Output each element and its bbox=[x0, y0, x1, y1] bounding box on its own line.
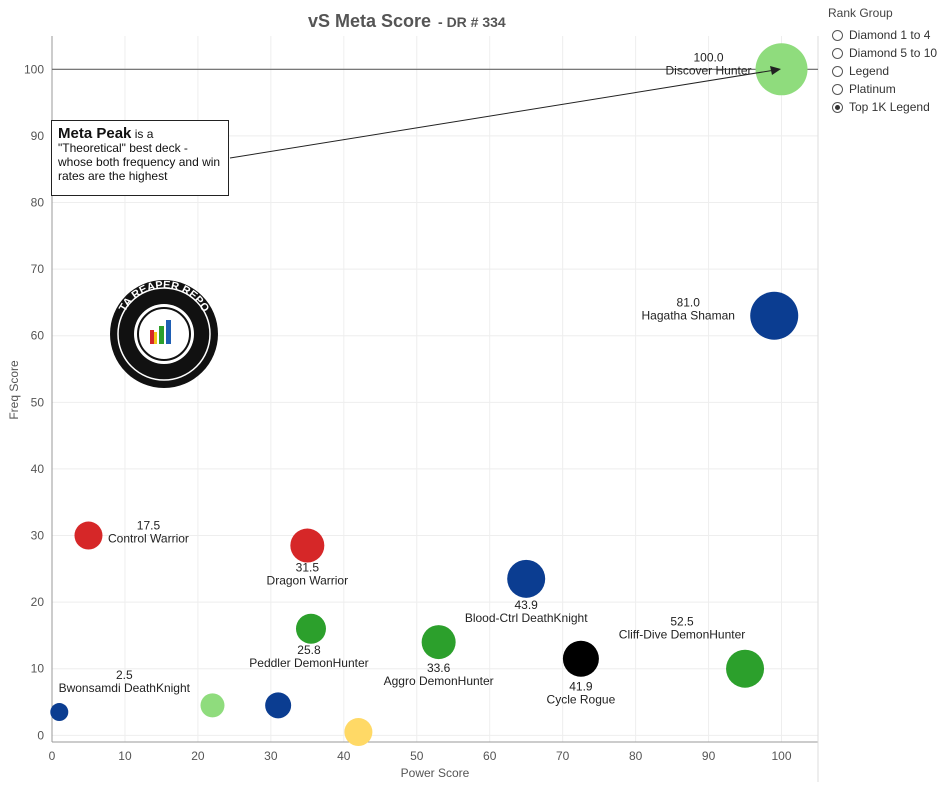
point-name-label: Control Warrior bbox=[108, 532, 189, 546]
point-value-label: 31.5 bbox=[296, 561, 320, 575]
point-name-label: Hagatha Shaman bbox=[642, 309, 735, 323]
legend-option-label: Legend bbox=[849, 64, 890, 78]
radio-button[interactable] bbox=[832, 29, 843, 41]
y-axis-label: Freq Score bbox=[7, 360, 21, 420]
y-tick-label: 80 bbox=[31, 196, 45, 210]
data-reaper-logo: DATA REAPER REPORT bbox=[110, 279, 218, 388]
meta-peak-annotation: Meta Peak is a "Theoretical" best deck -… bbox=[51, 120, 229, 196]
annotation-text: is a "Theoretical" best deck - whose bot… bbox=[58, 127, 221, 183]
x-tick-label: 30 bbox=[264, 749, 278, 763]
legend-option-label: Platinum bbox=[849, 82, 896, 96]
data-point bbox=[755, 43, 808, 96]
chart-title: vS Meta Score bbox=[308, 11, 431, 31]
rank-group-legend: Rank Group Diamond 1 to 4 Diamond 5 to 10… bbox=[828, 6, 937, 116]
data-point bbox=[562, 640, 599, 677]
data-point bbox=[726, 649, 765, 688]
radio-button[interactable] bbox=[832, 83, 843, 95]
radio-button[interactable] bbox=[832, 65, 843, 77]
x-tick-label: 20 bbox=[191, 749, 205, 763]
x-axis-label: Power Score bbox=[401, 766, 470, 780]
y-tick-label: 0 bbox=[37, 728, 44, 742]
annotation-bold: Meta Peak bbox=[58, 125, 132, 142]
point-name-label: Peddler DemonHunter bbox=[249, 656, 368, 670]
data-point bbox=[750, 291, 799, 340]
data-points bbox=[50, 43, 808, 747]
x-tick-label: 40 bbox=[337, 749, 351, 763]
legend-option-label: Diamond 1 to 4 bbox=[849, 28, 931, 42]
legend-option-0[interactable]: Diamond 1 to 4 bbox=[828, 26, 937, 44]
y-tick-label: 20 bbox=[31, 595, 45, 609]
axes: 0 10 20 30 40 50 60 70 80 90 100 0 10 20 30 40 50 60 70 80 9… bbox=[24, 36, 819, 782]
y-tick-label: 60 bbox=[31, 329, 45, 343]
y-tick-label: 70 bbox=[31, 262, 45, 276]
y-tick-label: 90 bbox=[31, 129, 45, 143]
x-tick-label: 80 bbox=[629, 749, 643, 763]
y-tick-label: 30 bbox=[31, 529, 45, 543]
x-tick-label: 70 bbox=[556, 749, 570, 763]
x-tick-label: 60 bbox=[483, 749, 497, 763]
x-tick-label: 10 bbox=[118, 749, 132, 763]
legend-title: Rank Group bbox=[828, 6, 893, 20]
y-tick-label: 100 bbox=[24, 62, 44, 76]
point-value-label: 17.5 bbox=[137, 519, 161, 533]
data-point bbox=[344, 718, 373, 747]
data-point bbox=[50, 703, 69, 722]
point-value-label: 25.8 bbox=[297, 643, 321, 657]
data-point bbox=[74, 521, 103, 550]
legend-option-label: Diamond 5 to 10 bbox=[849, 46, 938, 60]
point-name-label: Dragon Warrior bbox=[267, 574, 349, 588]
x-tick-label: 50 bbox=[410, 749, 424, 763]
point-value-label: 52.5 bbox=[670, 615, 694, 629]
point-value-label: 81.0 bbox=[677, 296, 701, 310]
point-name-label: Cycle Rogue bbox=[547, 693, 616, 707]
annotation-arrowhead bbox=[770, 66, 781, 75]
point-name-label: Blood-Ctrl DeathKnight bbox=[465, 611, 588, 625]
point-value-label: 100.0 bbox=[694, 50, 724, 64]
data-point bbox=[265, 692, 292, 719]
legend-option-label: Top 1K Legend bbox=[849, 100, 930, 114]
data-point bbox=[290, 528, 325, 563]
y-tick-label: 50 bbox=[31, 395, 45, 409]
legend-option-3[interactable]: Platinum bbox=[828, 80, 937, 98]
data-point bbox=[507, 559, 546, 598]
data-point bbox=[421, 625, 456, 660]
legend-option-1[interactable]: Diamond 5 to 10 bbox=[828, 44, 937, 62]
point-value-label: 33.6 bbox=[427, 661, 451, 675]
point-name-label: Discover Hunter bbox=[666, 63, 752, 77]
x-tick-label: 100 bbox=[772, 749, 792, 763]
y-tick-label: 40 bbox=[31, 462, 45, 476]
point-value-label: 2.5 bbox=[116, 668, 133, 682]
point-value-label: 43.9 bbox=[515, 598, 539, 612]
legend-option-4[interactable]: Top 1K Legend bbox=[828, 98, 937, 116]
legend-option-2[interactable]: Legend bbox=[828, 62, 937, 80]
data-point bbox=[200, 693, 225, 718]
annotation-arrow bbox=[229, 69, 776, 159]
point-value-label: 41.9 bbox=[569, 680, 593, 694]
radio-button[interactable] bbox=[832, 101, 843, 113]
point-name-label: Cliff-Dive DemonHunter bbox=[619, 628, 746, 642]
x-tick-label: 90 bbox=[702, 749, 716, 763]
point-name-label: Bwonsamdi DeathKnight bbox=[59, 681, 191, 695]
radio-button[interactable] bbox=[832, 47, 843, 59]
data-point bbox=[295, 613, 326, 644]
x-tick-label: 0 bbox=[49, 749, 56, 763]
chart-subtitle: - DR # 334 bbox=[438, 14, 506, 30]
y-tick-label: 10 bbox=[31, 662, 45, 676]
point-name-label: Aggro DemonHunter bbox=[384, 674, 494, 688]
